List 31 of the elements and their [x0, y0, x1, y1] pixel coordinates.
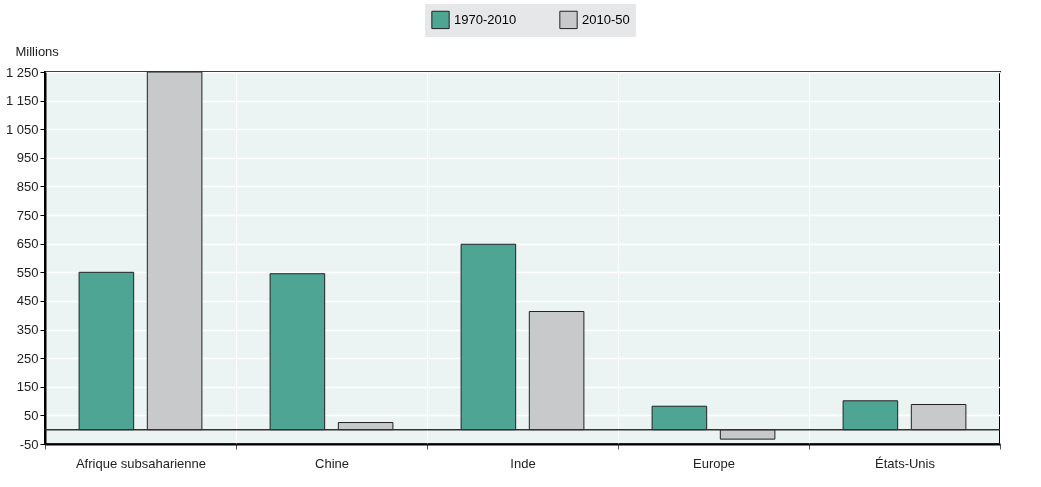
y-tick-label: 1 050: [5, 121, 39, 137]
y-tick-label: 250: [16, 350, 39, 366]
y-tick-label: 750: [16, 207, 39, 223]
bar: [528, 311, 585, 431]
x-tick-label: Europe: [693, 455, 735, 471]
y-tick-label: 450: [16, 293, 39, 309]
bar: [78, 271, 135, 431]
y-axis-title: Millions: [15, 43, 60, 59]
y-tick-label: 650: [16, 236, 39, 252]
x-tick-label: Chine: [315, 455, 349, 471]
bar: [146, 71, 203, 431]
bar: [460, 243, 517, 431]
y-tick-label: 950: [16, 150, 39, 166]
x-tick-label: Inde: [510, 455, 536, 471]
y-tick-label: 1 150: [5, 93, 39, 109]
y-tick-label: 850: [16, 178, 39, 194]
y-tick-label: 1 250: [5, 64, 39, 80]
bar: [719, 429, 776, 440]
legend-label: 2010-50: [582, 11, 630, 27]
y-tick-label: 350: [16, 322, 39, 338]
bar: [910, 404, 967, 431]
y-tick-label: 150: [16, 379, 39, 395]
x-tick-label: États-Unis: [875, 455, 936, 471]
y-tick-label: 50: [24, 407, 39, 423]
y-tick-label: 550: [16, 264, 39, 280]
bar: [651, 405, 708, 431]
x-tick-label: Afrique subsaharienne: [75, 455, 207, 471]
y-tick-label: -50: [19, 436, 39, 452]
bar: [269, 273, 326, 431]
bar: [842, 400, 899, 431]
legend-label: 1970-2010: [454, 11, 517, 27]
